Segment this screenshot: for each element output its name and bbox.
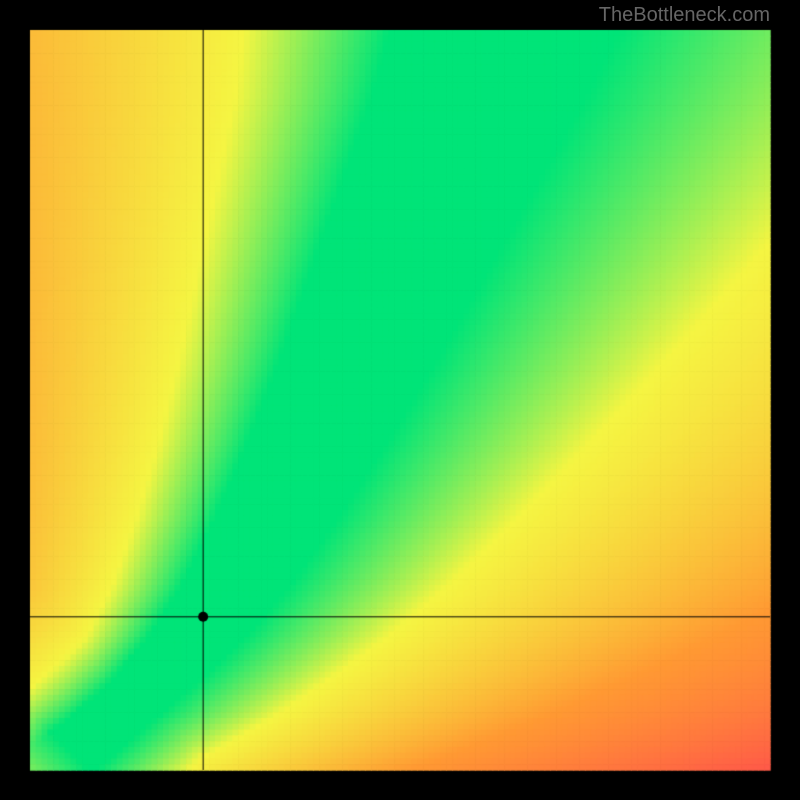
chart-container: TheBottleneck.com	[0, 0, 800, 800]
heatmap-canvas	[0, 0, 800, 800]
watermark-text: TheBottleneck.com	[599, 4, 770, 27]
